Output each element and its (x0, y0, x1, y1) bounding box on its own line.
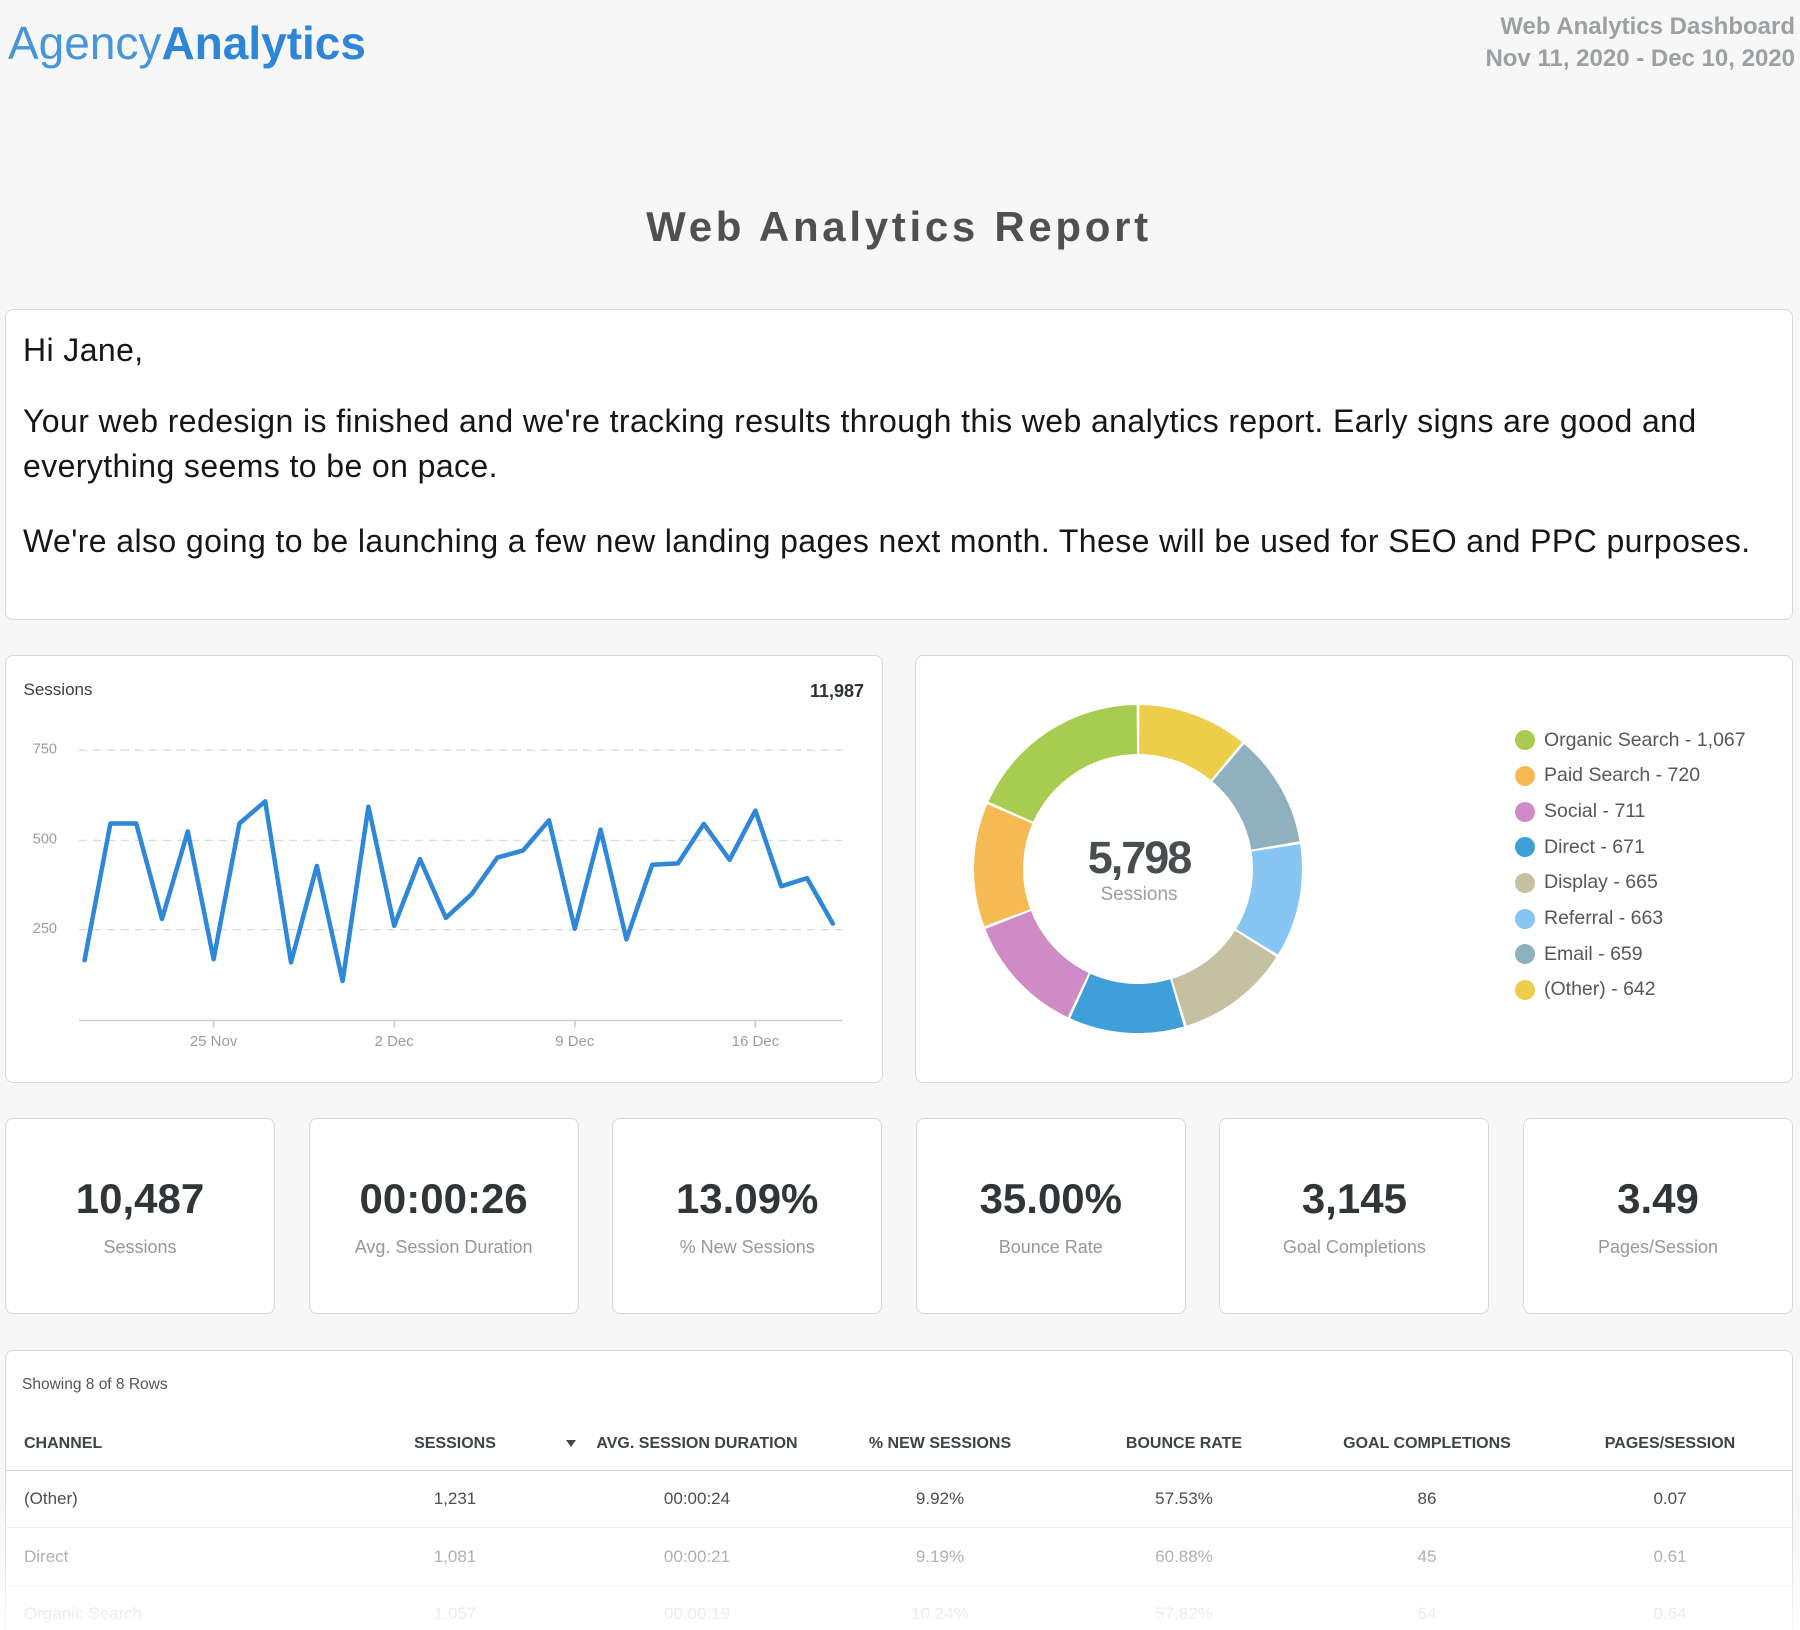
svg-text:2 Dec: 2 Dec (375, 1033, 415, 1050)
svg-text:750: 750 (33, 742, 57, 758)
svg-text:250: 250 (33, 921, 57, 937)
svg-text:500: 500 (33, 832, 57, 848)
svg-text:25 Nov: 25 Nov (190, 1033, 238, 1050)
svg-text:9 Dec: 9 Dec (555, 1033, 595, 1050)
svg-text:16 Dec: 16 Dec (732, 1033, 780, 1050)
